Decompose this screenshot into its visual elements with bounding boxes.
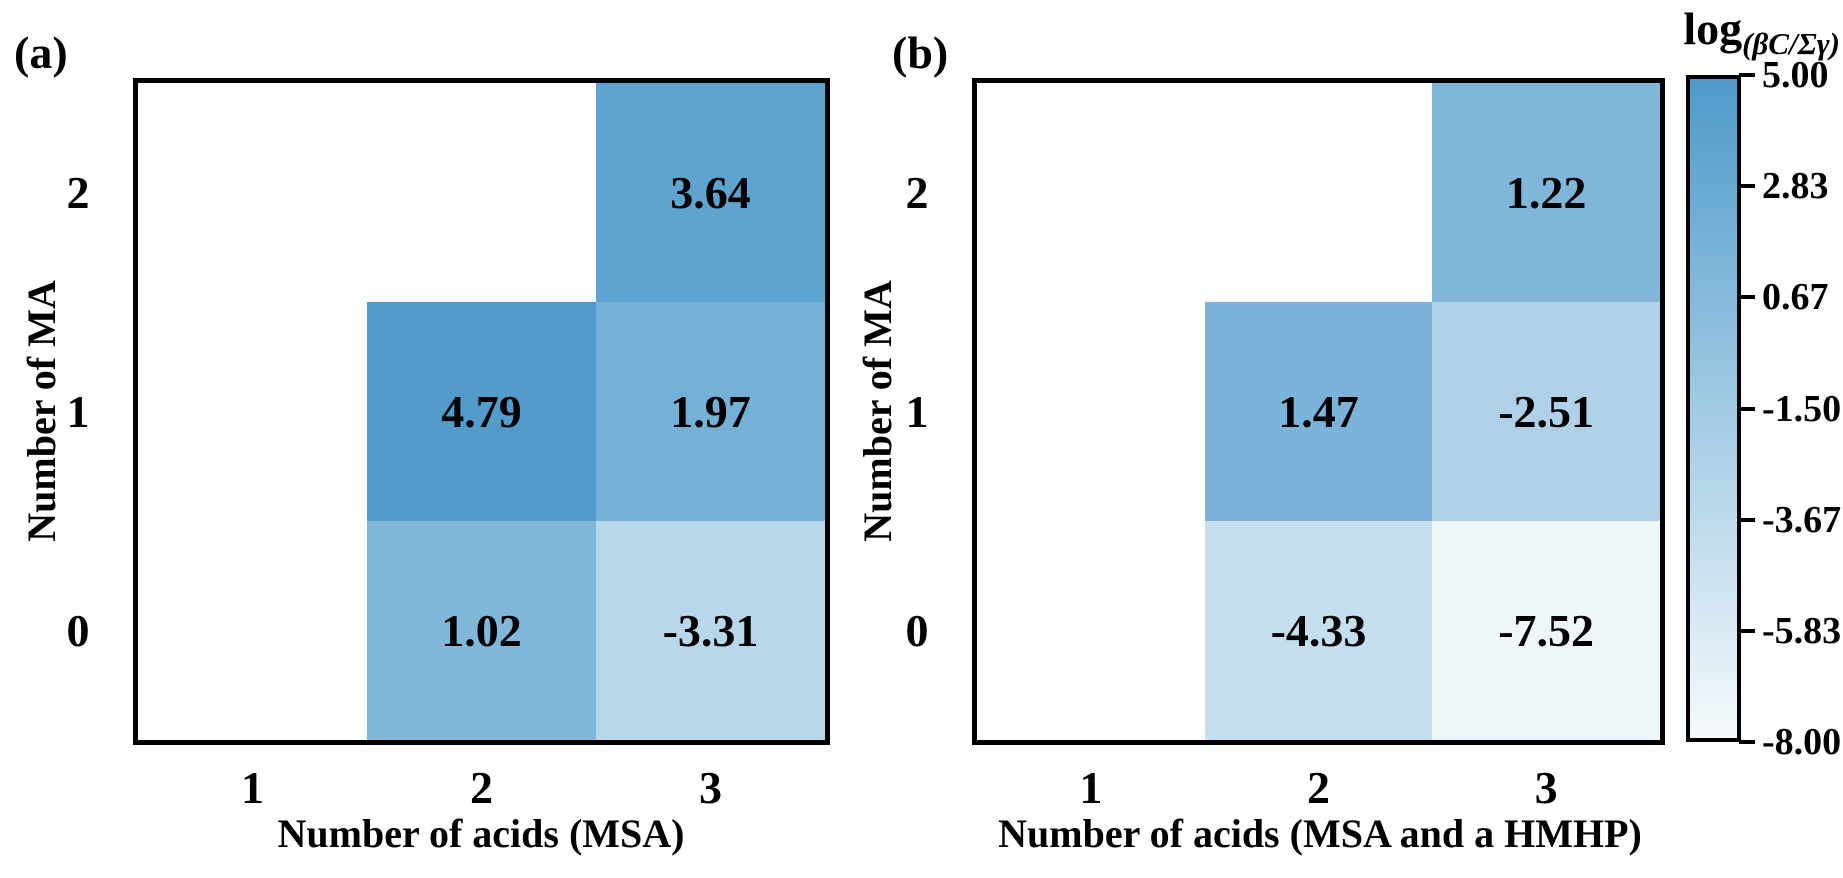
heatmap-cell: 4.79 xyxy=(367,302,596,521)
colorbar-tick-label: -8.00 xyxy=(1762,721,1842,763)
colorbar-title-base: log xyxy=(1683,3,1743,54)
x-axis-tick-label: 3 xyxy=(699,762,722,813)
cell-value: -7.52 xyxy=(1498,604,1595,656)
cell-value: 1.22 xyxy=(1505,166,1587,218)
cell-value: 1.02 xyxy=(441,604,522,656)
cell-value: 1.97 xyxy=(670,385,751,437)
colorbar-tick-label: 5.00 xyxy=(1762,54,1829,96)
heatmap-cell: 1.02 xyxy=(367,521,596,740)
cell-value: -2.51 xyxy=(1498,385,1595,437)
heatmap-cell: 1.22 xyxy=(1432,83,1660,302)
panel-a-heatmap: 3.64 4.79 1.97 1.02 -3.31 xyxy=(133,78,830,745)
x-axis-tick-label: 2 xyxy=(470,762,493,813)
colorbar-tick-mark xyxy=(1739,295,1755,300)
colorbar-tick-label: -3.67 xyxy=(1762,498,1842,541)
y-axis-tick-label: 1 xyxy=(905,385,929,437)
cell-value: -4.33 xyxy=(1270,604,1367,656)
x-axis-tick-label: 2 xyxy=(1307,762,1330,813)
heatmap-cell: -2.51 xyxy=(1432,302,1660,521)
colorbar-tick-mark xyxy=(1739,517,1755,522)
colorbar-tick-mark xyxy=(1739,406,1755,411)
cell-value: 1.47 xyxy=(1278,385,1359,437)
colorbar-tick-label: -1.50 xyxy=(1762,387,1842,430)
heatmap-cell: -7.52 xyxy=(1432,521,1660,740)
x-axis-tick-label: 1 xyxy=(1079,762,1103,813)
colorbar-tick-mark xyxy=(1739,740,1755,744)
panel-a-ylabel: Number of MA xyxy=(19,280,64,542)
colorbar-title: log(βC/Σγ) xyxy=(1600,3,1840,62)
x-axis-tick-label: 1 xyxy=(241,762,264,813)
panel-b-ylabel: Number of MA xyxy=(855,280,900,542)
cell-value: 3.64 xyxy=(670,166,751,218)
colorbar-tick-mark xyxy=(1739,73,1755,77)
colorbar-tick-mark xyxy=(1739,628,1755,633)
heatmap-cell: 3.64 xyxy=(596,83,825,302)
colorbar-tick-label: 2.83 xyxy=(1762,165,1829,208)
panel-b-label: (b) xyxy=(892,27,949,78)
colorbar-tick-label: -5.83 xyxy=(1762,609,1842,652)
y-axis-tick-label: 0 xyxy=(905,604,929,656)
cell-value: 4.79 xyxy=(441,385,522,437)
colorbar-tick-mark xyxy=(1739,184,1755,189)
colorbar-title-subscript: (βC/Σγ) xyxy=(1742,26,1840,62)
x-axis-tick-label: 3 xyxy=(1534,762,1558,813)
y-axis-tick-label: 2 xyxy=(66,166,90,218)
panel-a-label: (a) xyxy=(14,27,68,78)
heatmap-cell: 1.97 xyxy=(596,302,825,521)
panel-b-xlabel: Number of acids (MSA and a HMHP) xyxy=(998,811,1642,856)
y-axis-tick-label: 2 xyxy=(905,166,929,218)
colorbar-gradient xyxy=(1686,75,1741,742)
colorbar-tick-label: 0.67 xyxy=(1762,276,1829,319)
heatmap-cell: 1.47 xyxy=(1204,302,1433,521)
y-axis-tick-label: 0 xyxy=(66,604,90,656)
cell-value: -3.31 xyxy=(662,604,759,656)
heatmap-cell: -4.33 xyxy=(1204,521,1433,740)
panel-b-heatmap: 1.22 1.47 -2.51 -4.33 -7.52 xyxy=(972,78,1665,745)
heatmap-cell: -3.31 xyxy=(596,521,825,740)
panel-a-xlabel: Number of acids (MSA) xyxy=(277,811,685,856)
y-axis-tick-label: 1 xyxy=(66,385,90,437)
